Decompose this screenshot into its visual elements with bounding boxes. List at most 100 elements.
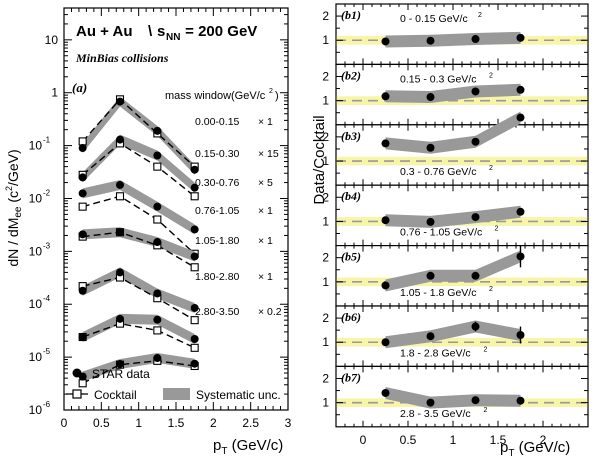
ratio-data-point [516, 113, 525, 122]
ratio-panel-label: (b6) [341, 310, 361, 324]
panel-label-a: (a) [72, 80, 87, 95]
left-y-tick-exponent: -4 [43, 294, 51, 303]
ratio-panel-5: 2 1 (b5) 1.05 - 1.8 GeV/c 2 [322, 245, 589, 307]
svg-text:): ) [275, 90, 279, 102]
ratio-panel-range-sup: 2 [478, 12, 482, 19]
left-x-tick-label: 2 [210, 416, 217, 430]
syst-band [82, 96, 195, 175]
svg-text:2: 2 [269, 88, 273, 95]
ratio-panel-range-sup: 2 [484, 407, 488, 414]
data-point [190, 359, 199, 368]
data-point [153, 202, 162, 211]
ratio-data-point [516, 33, 525, 42]
data-point [116, 314, 124, 323]
ratio-syst-band [385, 31, 521, 48]
syst-band [82, 313, 195, 345]
data-point [153, 289, 162, 298]
left-y-tick-label: 10 [29, 297, 43, 311]
right-x-axis: 0 0.5 1 1.5 2 [360, 433, 547, 447]
series-0.76-1.05 [78, 227, 199, 272]
cocktail-point [153, 215, 162, 224]
ratio-panel-range-sup: 2 [489, 165, 493, 172]
left-y-tick-label: 10 [29, 350, 43, 364]
energy-sub: NN [166, 32, 180, 43]
cocktail-unc-band [336, 96, 588, 105]
ratio-panel-3: 2 1 (b3) 0.3 - 0.76 GeV/c 2 [322, 111, 589, 186]
data-point [78, 333, 87, 342]
data-point [190, 252, 199, 261]
ratio-data-point [381, 388, 390, 397]
series-1.05-1.80 [78, 267, 199, 325]
left-y-tick-exponent: -2 [43, 188, 51, 197]
ratio-panel-range: 0.3 - 0.76 GeV/c [400, 166, 476, 178]
ratio-data-point [381, 216, 390, 225]
ratio-panel-range: 1.05 - 1.8 GeV/c [400, 287, 476, 299]
data-point [153, 151, 162, 160]
mass-window-label: 0.76-1.05 [195, 205, 240, 217]
left-x-tick-label: 1 [135, 416, 142, 430]
energy-symbol: s [157, 23, 165, 40]
mass-window-label: 2.80-3.50 [195, 306, 240, 318]
data-point [116, 135, 124, 144]
legend-syst-label: Systematic unc. [196, 388, 281, 402]
ratio-panel-range: 0.15 - 0.3 GeV/c [400, 73, 476, 85]
left-marks [78, 95, 199, 388]
syst-band [82, 134, 195, 193]
ratio-data-point [471, 87, 480, 96]
left-y-tick-exponent: -5 [43, 347, 51, 356]
ratio-y-tick-label: 2 [322, 69, 329, 83]
left-x-tick-label: 0.5 [93, 416, 110, 430]
right-x-axis-title: pT (GeV/c) [500, 439, 570, 459]
legend: STAR data Cocktail Systematic unc. [66, 367, 281, 402]
left-x-tick-label: 0 [61, 416, 68, 430]
ratio-y-tick-label: 1 [322, 214, 329, 228]
left-y-tick-exponent: -6 [43, 400, 51, 409]
ratio-y-tick-label: 2 [322, 311, 329, 325]
data-point [153, 126, 162, 135]
cocktail-point [190, 263, 199, 272]
mass-window-label: 1.05-1.80 [195, 235, 240, 247]
ratio-data-point [381, 281, 390, 290]
header-title: Au + Au [76, 23, 133, 40]
cocktail-unc-band [336, 277, 588, 287]
left-x-tick-label: 2.5 [242, 416, 259, 430]
ratio-panel-range-sup: 2 [489, 286, 493, 293]
energy-value: = 200 GeV [181, 23, 257, 40]
ratio-panel-label: (b1) [341, 8, 361, 22]
left-y-tick-label: 10 [45, 33, 59, 47]
data-point [153, 315, 162, 324]
ratio-panel-range: 1.8 - 2.8 GeV/c [400, 347, 471, 359]
syst-band [82, 267, 195, 313]
ratio-panel-label: (b2) [341, 68, 361, 82]
ratio-panel-range-sup: 2 [489, 72, 493, 79]
data-point [190, 335, 199, 344]
svg-text:Data/Cocktail: Data/Cocktail [311, 115, 328, 204]
cocktail-line [82, 360, 195, 384]
ratio-panels: 2 1 (b1) 0 - 0.15 GeV/c 2 2 1 (b2) 0.15 - 0.3 Ge… [322, 3, 589, 428]
mass-window-scale: × 15 [258, 148, 279, 160]
svg-text:\: \ [148, 23, 153, 40]
ratio-data-point [516, 85, 525, 94]
left-y-tick-label: 10 [29, 244, 43, 258]
left-plot-frame [63, 7, 289, 411]
data-point [153, 354, 162, 363]
ratio-data-point [426, 217, 435, 226]
syst-band [82, 353, 195, 382]
data-point [78, 189, 87, 198]
cocktail-unc-band [336, 156, 588, 166]
data-point [78, 173, 87, 182]
left-y-tick-exponent: -1 [43, 136, 51, 145]
ratio-panel-label: (b3) [341, 129, 361, 143]
cocktail-line [82, 322, 195, 349]
ratio-panel-7: 2 1 (b7) 2.8 - 3.5 GeV/c 2 [322, 365, 589, 428]
legend-cocktail-label: Cocktail [94, 388, 137, 402]
ratio-panel-2: 2 1 (b2) 0.15 - 0.3 GeV/c 2 [322, 63, 589, 126]
cocktail-point [153, 326, 162, 335]
data-point [190, 303, 199, 312]
ratio-syst-band [385, 205, 521, 228]
ratio-panel-label: (b5) [341, 250, 361, 264]
mass-window-scale: × 0.2 [258, 306, 282, 318]
legend-cocktail-marker [72, 389, 82, 399]
mass-window-label: 0.15-0.30 [195, 148, 240, 160]
ratio-panel-range: 2.8 - 3.5 GeV/c [400, 408, 471, 420]
